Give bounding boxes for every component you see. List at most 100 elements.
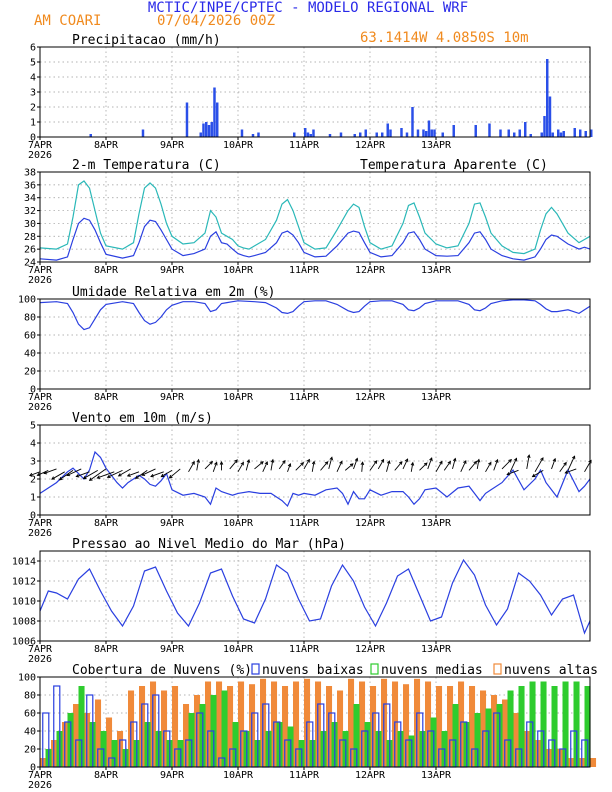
precip-bar: [386, 123, 389, 137]
precip-bar: [590, 129, 593, 137]
wind-vector: [567, 456, 576, 471]
cloud-bar-nuvens-medias: [78, 686, 85, 767]
wind-vector: [270, 459, 274, 471]
precip-bar: [240, 129, 244, 137]
y-tick-label: 36: [24, 180, 36, 191]
wind-vector: [29, 471, 41, 476]
precip-bar: [210, 122, 213, 137]
y-tick-label: 24: [24, 258, 36, 269]
x-tick-label: 10APR: [223, 644, 254, 655]
precip-bar: [524, 122, 527, 137]
wind-vector: [83, 469, 98, 479]
x-tick-label: 7APR: [28, 140, 53, 151]
x-tick-label: 10APR: [223, 518, 254, 529]
x-axis-year: 2026: [28, 402, 52, 413]
x-tick-label: 8APR: [94, 644, 119, 655]
x-tick-label: 10APR: [223, 392, 254, 403]
wind-vector-head: [150, 473, 154, 478]
wind-vector: [51, 471, 65, 480]
cloud-bar-nuvens-altas: [282, 686, 289, 767]
precip-bar: [441, 132, 444, 137]
cloud-bar-nuvens-altas: [238, 681, 245, 767]
panel-humidity: 0 20 40 60 80 100 7APR 8APR 9APR 10APR 11APR 12APR 1…: [18, 285, 591, 413]
y-tick-label: 4: [30, 73, 36, 84]
y-tick-label: 5: [30, 58, 36, 69]
precip-bar: [89, 134, 92, 137]
x-axis-year: 2026: [28, 528, 52, 539]
y-tick-label: 32: [24, 206, 36, 217]
wind-vector-head: [473, 460, 478, 465]
wind-vector-head: [126, 473, 131, 477]
y-tick-label: 28: [24, 232, 36, 243]
wind-vector: [76, 471, 90, 478]
wind-vector: [37, 469, 49, 476]
x-tick-label: 13APR: [421, 140, 452, 151]
x-tick-label: 12APR: [355, 518, 386, 529]
x-tick-label: 9APR: [160, 770, 185, 781]
header-run: 07/04/2026 00Z: [157, 13, 275, 29]
x-tick-label: 11APR: [289, 265, 320, 276]
wind-vector: [427, 457, 433, 470]
cloud-bar-nuvens-altas: [502, 699, 509, 767]
temperature-line-1: [39, 180, 591, 255]
wind-vector-head: [380, 458, 385, 463]
temperature-line-0: [39, 217, 591, 261]
cloud-bar-nuvens-medias: [573, 681, 580, 767]
precip-bar: [579, 129, 582, 137]
wind-vector: [507, 469, 519, 475]
x-tick-label: 13APR: [421, 265, 452, 276]
wind-vector: [386, 460, 390, 472]
y-tick-label: 40: [24, 349, 36, 360]
y-tick-label: 34: [24, 193, 36, 204]
cloud-bar-nuvens-altas: [359, 681, 366, 767]
wind-vector: [161, 469, 173, 477]
y-tick-label: 1008: [12, 617, 36, 628]
wind-vector-head: [246, 458, 251, 463]
y-tick-label: 0: [30, 133, 36, 144]
cloud-bar-nuvens-medias: [562, 681, 569, 767]
wind-vector-head: [196, 458, 201, 463]
precip-bar: [216, 102, 219, 137]
precip-bar: [202, 123, 205, 137]
wind-vector: [493, 459, 499, 471]
y-tick-label: 38: [24, 168, 36, 179]
wind-vector: [135, 469, 148, 479]
precip-bar: [540, 132, 543, 137]
wind-vector-head: [287, 463, 292, 467]
precip-bar: [427, 120, 431, 137]
cloud-bar-nuvens-altas: [205, 681, 212, 767]
precip-bar: [213, 87, 216, 137]
x-tick-label: 9APR: [160, 644, 185, 655]
wind-vector: [295, 462, 304, 471]
cloud-bar-nuvens-altas: [403, 684, 410, 767]
cloud-bar-nuvens-altas: [590, 758, 597, 767]
x-tick-label: 13APR: [421, 770, 452, 781]
wind-vector: [468, 461, 477, 471]
precip-bar: [584, 131, 587, 137]
wind-vector-head: [563, 461, 567, 466]
wind-vector-head: [311, 460, 316, 465]
precip-bar: [422, 129, 425, 137]
wind-vector: [394, 461, 403, 471]
precip-bar: [551, 132, 554, 137]
wind-vector: [501, 459, 512, 470]
wind-vector: [551, 458, 556, 470]
cloud-bar-nuvens-altas: [216, 681, 223, 767]
x-tick-label: 10APR: [223, 265, 254, 276]
wind-vector-head: [209, 460, 214, 465]
x-tick-label: 9APR: [160, 392, 185, 403]
wind-vector-head: [29, 472, 33, 477]
wind-vector-head: [513, 457, 518, 462]
plot-frame: [39, 298, 591, 390]
precip-bar: [507, 129, 510, 137]
panel-precip: 0 1 2 3 4 5 6 7APR 8APR 9APR 10APR 11APR 12APR 13APR 2…: [28, 33, 593, 161]
x-tick-label: 11APR: [289, 518, 320, 529]
y-tick-label: 60: [24, 709, 36, 720]
wind-vector: [361, 462, 364, 472]
plot-frame: [39, 550, 591, 642]
wind-vector: [169, 468, 181, 479]
wind-vector-head: [506, 471, 511, 476]
wind-vector-head: [339, 460, 343, 465]
precip-bar: [529, 134, 532, 137]
x-tick-label: 8APR: [94, 770, 119, 781]
